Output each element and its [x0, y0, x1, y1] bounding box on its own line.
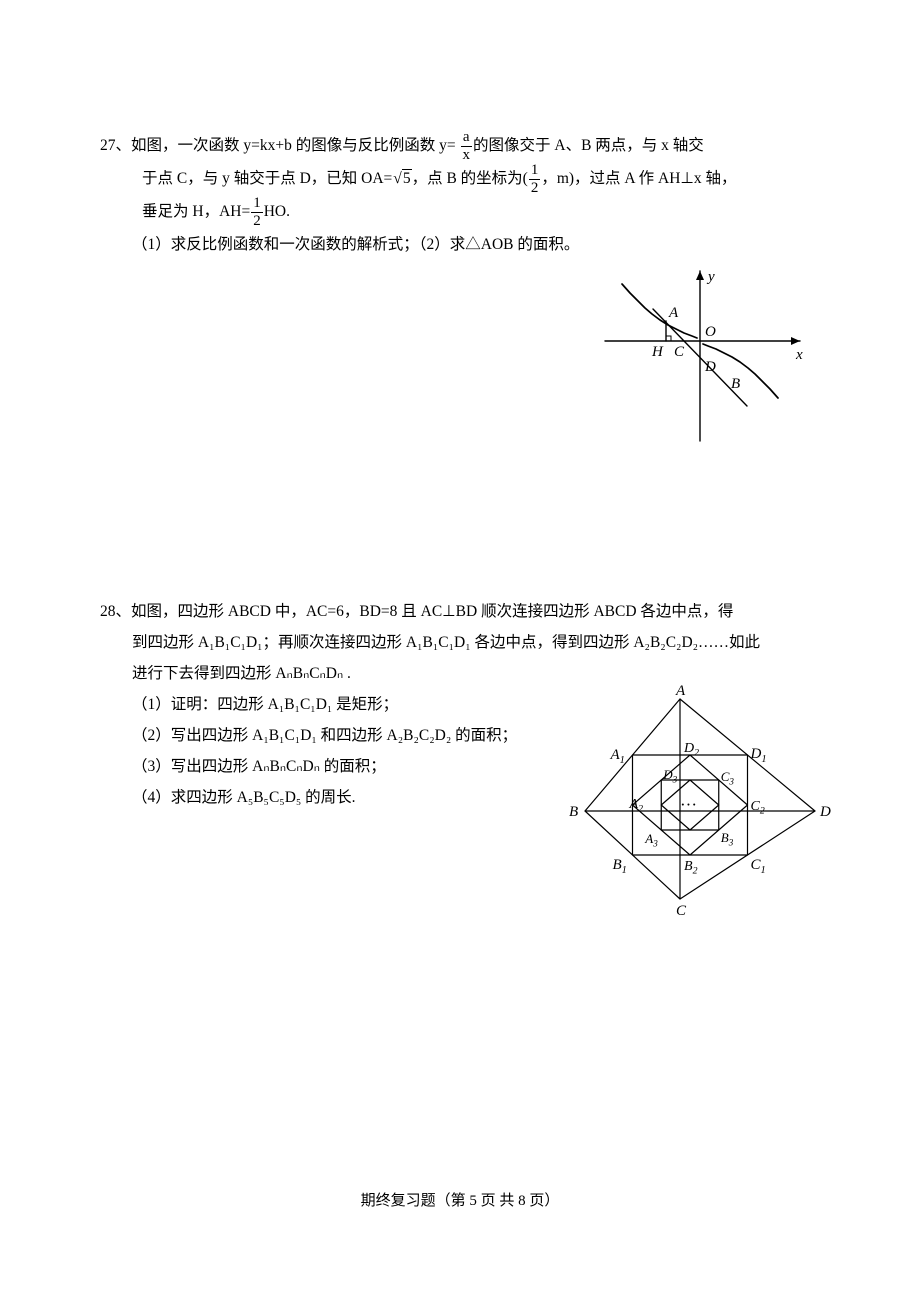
svg-text:B2: B2	[684, 859, 698, 877]
q27-figure-wrap: x y O A HC DB	[100, 266, 820, 466]
svg-text:H: H	[651, 344, 664, 360]
svg-text:B3: B3	[721, 830, 734, 847]
svg-text:A2: A2	[629, 797, 644, 815]
fraction-a-x: ax	[461, 130, 473, 163]
svg-text:···: ···	[680, 795, 697, 814]
svg-text:A: A	[675, 683, 686, 699]
page-footer: 期终复习题（第 5 页 共 8 页）	[0, 1189, 920, 1210]
q28-number: 28、	[100, 603, 131, 620]
q28-line1-text: 如图，四边形 ABCD 中，AC=6，BD=8 且 AC⊥BD 顺次连接四边形 …	[131, 603, 733, 620]
question-28: 28、如图，四边形 ABCD 中，AC=6，BD=8 且 AC⊥BD 顺次连接四…	[100, 596, 820, 813]
svg-text:B1: B1	[613, 857, 627, 876]
svg-text:C1: C1	[751, 857, 766, 876]
question-27: 27、如图，一次函数 y=kx+b 的图像与反比例函数 y= ax的图像交于 A…	[100, 130, 820, 466]
q27-number: 27、	[100, 137, 131, 154]
q27-line3a: 垂足为 H，AH=	[142, 203, 250, 220]
svg-text:D3: D3	[662, 767, 677, 784]
svg-text:B: B	[731, 376, 740, 392]
q27-line1b: 的图像交于 A、B 两点，与 x 轴交	[473, 137, 704, 154]
svg-text:y: y	[706, 269, 715, 285]
q27-line3: 垂足为 H，AH=12HO.	[142, 196, 820, 229]
svg-text:D: D	[819, 804, 831, 820]
svg-text:x: x	[795, 347, 803, 363]
footer-b: 页 共	[477, 1193, 518, 1209]
svg-text:C2: C2	[751, 799, 765, 817]
footer-a: 期终复习题（第	[361, 1193, 470, 1209]
q27-line2b: ，点 B 的坐标为(	[412, 170, 528, 187]
svg-text:A3: A3	[644, 831, 658, 848]
footer-total: 8	[518, 1193, 526, 1209]
svg-text:D2: D2	[683, 741, 699, 759]
q28-line1: 28、如图，四边形 ABCD 中，AC=6，BD=8 且 AC⊥BD 顺次连接四…	[100, 596, 820, 627]
svg-text:D1: D1	[750, 746, 767, 765]
svg-text:D: D	[704, 359, 716, 375]
svg-text:B: B	[569, 804, 578, 820]
q28-line2: 到四边形 A₁B₁C₁D₁；再顺次连接四边形 A₁B₁C₁D₁ 各边中点，得到四…	[132, 627, 820, 658]
svg-text:O: O	[705, 324, 716, 340]
q27-line2c: ，m)，过点 A 作 AH⊥x 轴，	[541, 170, 736, 187]
q27-line2: 于点 C，与 y 轴交于点 D，已知 OA=√5，点 B 的坐标为(12，m)，…	[142, 163, 820, 196]
svg-text:C3: C3	[721, 769, 735, 786]
svg-text:C: C	[674, 344, 685, 360]
q27-line2a: 于点 C，与 y 轴交于点 D，已知 OA=	[142, 170, 392, 187]
q27-figure: x y O A HC DB	[600, 266, 810, 446]
svg-text:C: C	[676, 903, 687, 919]
footer-page: 5	[469, 1193, 477, 1209]
q27-line1a: 如图，一次函数 y=kx+b 的图像与反比例函数 y=	[131, 137, 459, 154]
svg-text:A: A	[668, 305, 679, 321]
fraction-1-2a: 12	[529, 163, 541, 196]
sqrt-5: √5	[392, 163, 411, 194]
svg-text:A1: A1	[610, 747, 625, 766]
q27-line1: 27、如图，一次函数 y=kx+b 的图像与反比例函数 y= ax的图像交于 A…	[100, 130, 820, 163]
q28-figure: ··· A B C D A1 B1 C1 D1 A2 B2 C2 D2 D3 A3 B3 C3	[540, 679, 840, 919]
footer-c: 页）	[526, 1193, 560, 1209]
fraction-1-2b: 12	[251, 196, 263, 229]
q27-line4: （1）求反比例函数和一次函数的解析式；（2）求△AOB 的面积。	[132, 229, 820, 260]
q27-line3b: HO.	[264, 203, 290, 220]
